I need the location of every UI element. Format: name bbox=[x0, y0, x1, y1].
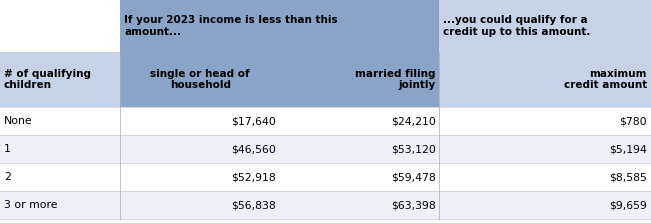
Text: $63,398: $63,398 bbox=[391, 200, 436, 210]
Bar bbox=[120, 52, 280, 107]
Bar bbox=[439, 0, 651, 52]
Text: 1: 1 bbox=[4, 144, 11, 154]
Bar bbox=[0, 191, 651, 219]
Text: $5,194: $5,194 bbox=[609, 144, 647, 154]
Text: 3 or more: 3 or more bbox=[4, 200, 57, 210]
Text: $780: $780 bbox=[620, 116, 647, 126]
Bar bbox=[0, 107, 651, 135]
Bar bbox=[439, 52, 651, 107]
Bar bbox=[280, 52, 439, 107]
Text: If your 2023 income is less than this
amount...: If your 2023 income is less than this am… bbox=[124, 15, 338, 37]
Bar bbox=[0, 135, 651, 163]
Text: ...you could qualify for a
credit up to this amount.: ...you could qualify for a credit up to … bbox=[443, 15, 590, 37]
Text: # of qualifying
children: # of qualifying children bbox=[4, 69, 91, 90]
Text: maximum
credit amount: maximum credit amount bbox=[564, 69, 647, 90]
Bar bbox=[0, 0, 120, 52]
Text: $9,659: $9,659 bbox=[609, 200, 647, 210]
Text: $59,478: $59,478 bbox=[391, 172, 436, 182]
Bar bbox=[0, 52, 120, 107]
Text: $17,640: $17,640 bbox=[231, 116, 276, 126]
Text: $53,120: $53,120 bbox=[391, 144, 436, 154]
Bar bbox=[120, 0, 439, 52]
Text: 2: 2 bbox=[4, 172, 11, 182]
Text: single or head of
household: single or head of household bbox=[150, 69, 250, 90]
Text: married filing
jointly: married filing jointly bbox=[355, 69, 436, 90]
Text: $52,918: $52,918 bbox=[231, 172, 276, 182]
Text: $56,838: $56,838 bbox=[231, 200, 276, 210]
Text: $46,560: $46,560 bbox=[231, 144, 276, 154]
Text: $8,585: $8,585 bbox=[609, 172, 647, 182]
Bar bbox=[0, 163, 651, 191]
Text: None: None bbox=[4, 116, 33, 126]
Text: $24,210: $24,210 bbox=[391, 116, 436, 126]
